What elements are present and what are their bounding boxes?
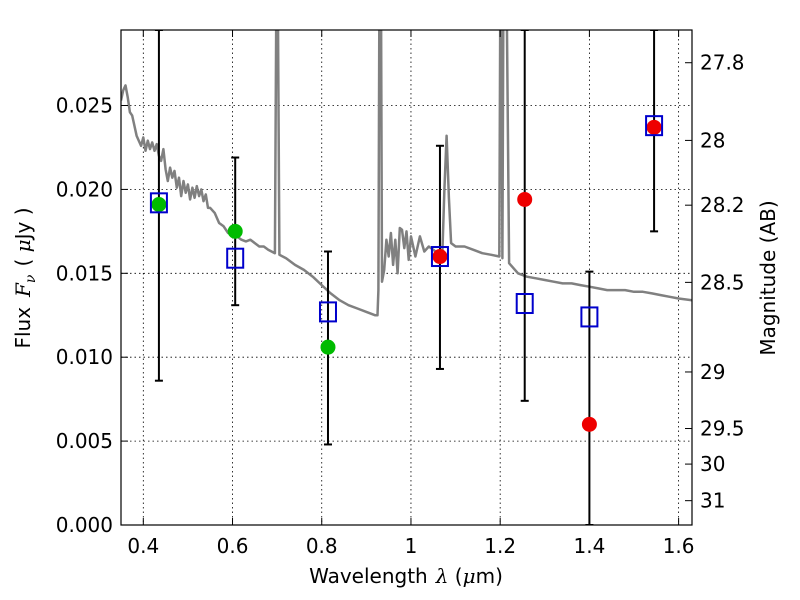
model-photometry-square: [226, 247, 245, 269]
observed-point-green: [151, 197, 167, 213]
x-tick-label: 1: [405, 534, 418, 558]
mag-tick-label: 28.2: [700, 193, 745, 217]
y-tick-label: 0.020: [56, 177, 113, 201]
model-spectrum-layer: [121, 30, 692, 317]
x-tick-label: 0.8: [306, 534, 338, 558]
observed-point-red: [517, 191, 533, 207]
observed-point-red: [581, 416, 597, 432]
observed-point-red: [432, 249, 448, 265]
y-tick-label: 0.025: [56, 94, 113, 118]
plot-frame: [120, 29, 693, 526]
point-layer: [149, 115, 664, 432]
model-photometry-square: [149, 192, 168, 214]
mag-tick-label: 28.5: [700, 270, 745, 294]
plot-background: [121, 30, 692, 525]
x-tick-label: 0.4: [127, 534, 159, 558]
x-tick-label: 1.4: [573, 534, 605, 558]
model-spectrum-line: [121, 30, 692, 317]
mag-tick-label: 29: [700, 360, 725, 384]
model-photometry-square: [430, 246, 449, 268]
y-axis-label-unit-open: (: [11, 252, 35, 266]
x-tick-label: 1.6: [663, 534, 695, 558]
y-axis-label: Flux Fν ( μJy ): [11, 207, 39, 348]
mag-tick-label: 28: [700, 128, 725, 152]
y-axis-label-subscript: ν: [23, 274, 39, 283]
mag-tick-label: 31: [700, 489, 725, 513]
y-tick-label: 0.005: [56, 429, 113, 453]
observed-point-red: [646, 119, 662, 135]
model-photometry-square: [645, 115, 664, 137]
tick-layer: [121, 30, 692, 526]
y-tick-label: 0.000: [56, 513, 113, 537]
y-axis-label-unit-mu: μ: [11, 239, 35, 252]
x-tick-label: 1.2: [484, 534, 516, 558]
model-photometry-square: [580, 306, 599, 328]
x-tick-label: 0.6: [217, 534, 249, 558]
y2-axis-label: Magnitude (AB): [756, 200, 780, 355]
y-axis-label-symbol: F: [11, 282, 35, 298]
tick-label-layer: 0.4 0.6 0.8 1 1.2 1.4 1.6 0.000 0.005 0.010 0.015 0…: [56, 51, 745, 558]
grid: [121, 30, 692, 525]
observed-point-green: [320, 339, 336, 355]
observed-point-green: [227, 223, 243, 239]
y-axis-label-prefix: Flux: [11, 307, 35, 349]
y-tick-label: 0.010: [56, 345, 113, 369]
x-axis-label-prefix: Wavelength: [309, 564, 428, 588]
mag-tick-label: 29.5: [700, 417, 745, 441]
x-axis-label-symbol: λ: [435, 564, 449, 588]
x-axis-label-unit-rest: m): [476, 564, 503, 588]
y-tick-label: 0.015: [56, 261, 113, 285]
mag-tick-label: 30: [700, 452, 725, 476]
x-axis-label-unit-mu: μ: [463, 564, 476, 588]
x-axis-label: Wavelength λ (μm): [309, 564, 503, 588]
model-photometry-square: [515, 293, 534, 315]
model-photometry-square: [318, 301, 337, 323]
y-axis-label-unit-rest: Jy ): [11, 207, 35, 241]
x-axis-label-unit-open: (: [448, 564, 462, 588]
mag-tick-label: 27.8: [700, 51, 745, 75]
